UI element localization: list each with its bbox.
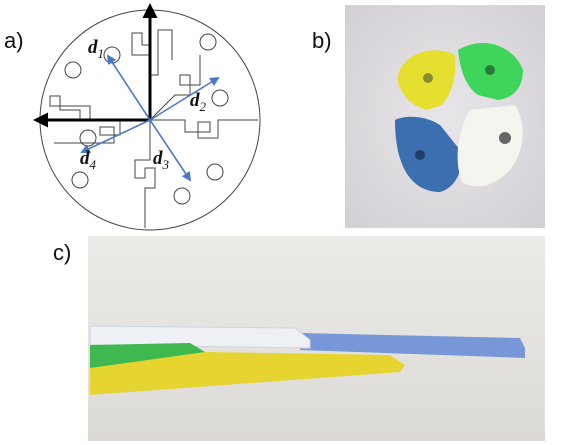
label-part: 4 [90, 157, 97, 172]
vector-label: d3 [153, 148, 170, 172]
panel-c: c) [53, 236, 545, 441]
label-part: d [88, 37, 98, 58]
label-part: 1 [98, 46, 105, 61]
vector-label: d4 [80, 148, 97, 172]
vector-label: d1 [88, 37, 104, 61]
panel-a: a) d1 d2 d3 d4 [4, 6, 260, 230]
panel-label: c) [53, 240, 71, 265]
label-part: d [190, 90, 200, 111]
label-part: 2 [200, 99, 207, 114]
panel-label: b) [312, 28, 332, 53]
label-part: 3 [162, 157, 170, 172]
vector-label: d2 [190, 90, 207, 114]
label-part: d [153, 148, 163, 169]
panel-label: a) [4, 28, 24, 53]
label-part: d [80, 148, 90, 169]
figure: a) d1 d2 d3 d4 b) [0, 0, 571, 445]
panel-b: b) [312, 5, 545, 228]
